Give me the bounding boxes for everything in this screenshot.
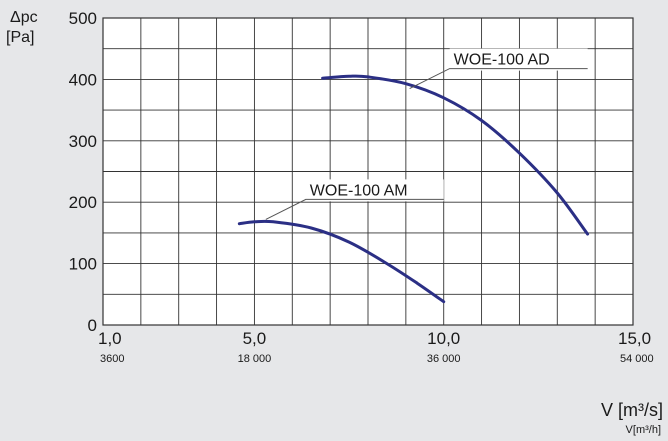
series-line <box>321 74 590 236</box>
series-line <box>237 219 446 304</box>
y-tick-label: 0 <box>88 316 97 335</box>
x-tick-label: 10,0 <box>427 329 460 348</box>
plot-frame <box>102 17 634 326</box>
series-label: WOE-100 AD <box>454 52 550 69</box>
grid <box>103 18 633 325</box>
y-tick-label: 100 <box>69 255 97 274</box>
series-label-group: WOE-100 AM <box>265 179 444 220</box>
x-tick-label: 1,0 <box>98 329 122 348</box>
series-label: WOE-100 AM <box>310 182 408 199</box>
x-tick-sublabel: 36 000 <box>427 353 461 365</box>
y-tick-label: 200 <box>69 193 97 212</box>
series-leader-line <box>265 198 444 220</box>
x-axis-label-main: V [m³/s] <box>601 400 663 420</box>
x-tick-sublabel: 18 000 <box>238 353 272 365</box>
y-axis-label-line1: Δpc <box>10 9 38 26</box>
x-axis-ticks: 1,0 3600 5,0 18 000 10,0 36 000 15,0 54 000 <box>98 329 654 365</box>
y-tick-label: 500 <box>69 9 97 28</box>
series-label-background <box>305 179 444 202</box>
y-tick-label: 300 <box>69 132 97 151</box>
y-axis-label-line2: [Pa] <box>6 29 34 46</box>
y-tick-label: 400 <box>69 70 97 89</box>
x-tick-label: 5,0 <box>243 329 267 348</box>
x-axis-label-sub: V[m³/h] <box>626 424 661 436</box>
x-tick-sublabel: 3600 <box>100 353 124 365</box>
series-label-group: WOE-100 AD <box>409 48 588 90</box>
series-label-background <box>449 48 588 71</box>
x-tick-label: 15,0 <box>618 329 651 348</box>
series-leader-line <box>409 68 588 90</box>
x-tick-sublabel: 54 000 <box>620 353 654 365</box>
series-layer: WOE-100 AM WOE-100 AD <box>237 48 590 304</box>
y-axis-ticks: 0 100 200 300 400 500 <box>69 9 97 335</box>
